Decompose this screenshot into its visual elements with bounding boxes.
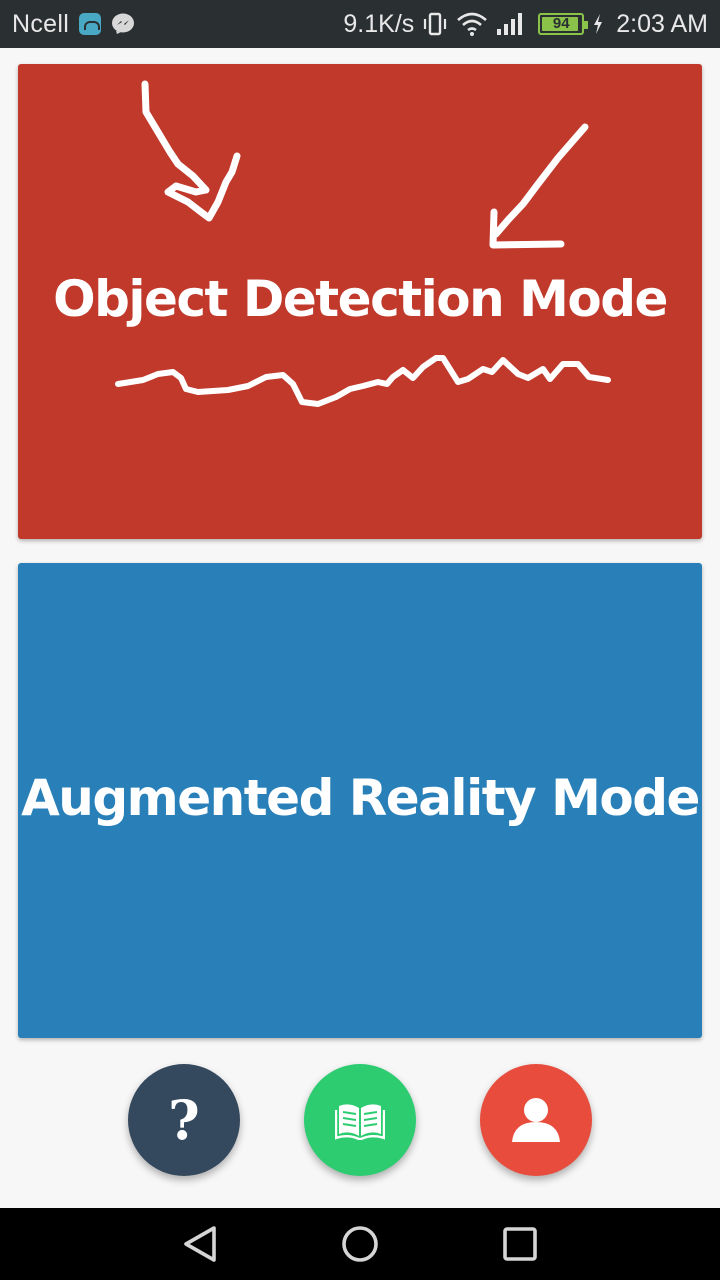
carrier-name: Ncell: [12, 9, 70, 38]
battery-level: 94: [552, 15, 570, 32]
battery-icon: 94: [538, 13, 589, 35]
help-button[interactable]: ?: [128, 1064, 240, 1176]
back-icon[interactable]: [178, 1224, 222, 1264]
battery-fill: [542, 17, 579, 31]
navigation-bar: [0, 1208, 720, 1280]
wifi-icon: [457, 12, 488, 36]
recent-apps-icon[interactable]: [498, 1224, 542, 1264]
question-mark-icon: ?: [168, 1088, 200, 1152]
messenger-icon: [112, 13, 135, 34]
signal-icon: [497, 13, 523, 35]
open-book-icon: [335, 1104, 385, 1140]
status-bar-left: Ncell: [12, 0, 135, 48]
object-detection-mode-card[interactable]: Object Detection Mode: [18, 64, 702, 539]
status-bar: Ncell 9.1K/s 94: [0, 0, 720, 48]
object-detection-mode-title: Object Detection Mode: [53, 270, 668, 328]
charging-icon: [594, 14, 603, 34]
home-icon[interactable]: [338, 1224, 382, 1264]
user-icon: [512, 1098, 560, 1142]
clock: 2:03 AM: [616, 9, 708, 38]
android-debug-icon: [79, 13, 102, 35]
guide-button[interactable]: [304, 1064, 416, 1176]
vibrate-icon: [424, 12, 447, 36]
augmented-reality-mode-title: Augmented Reality Mode: [21, 769, 700, 827]
network-speed: 9.1K/s: [343, 9, 415, 38]
augmented-reality-mode-card[interactable]: Augmented Reality Mode: [18, 563, 702, 1038]
status-bar-right: 9.1K/s 94 2:03 AM: [343, 0, 708, 48]
hand-drawn-annotation: [115, 80, 611, 407]
profile-button[interactable]: [480, 1064, 592, 1176]
